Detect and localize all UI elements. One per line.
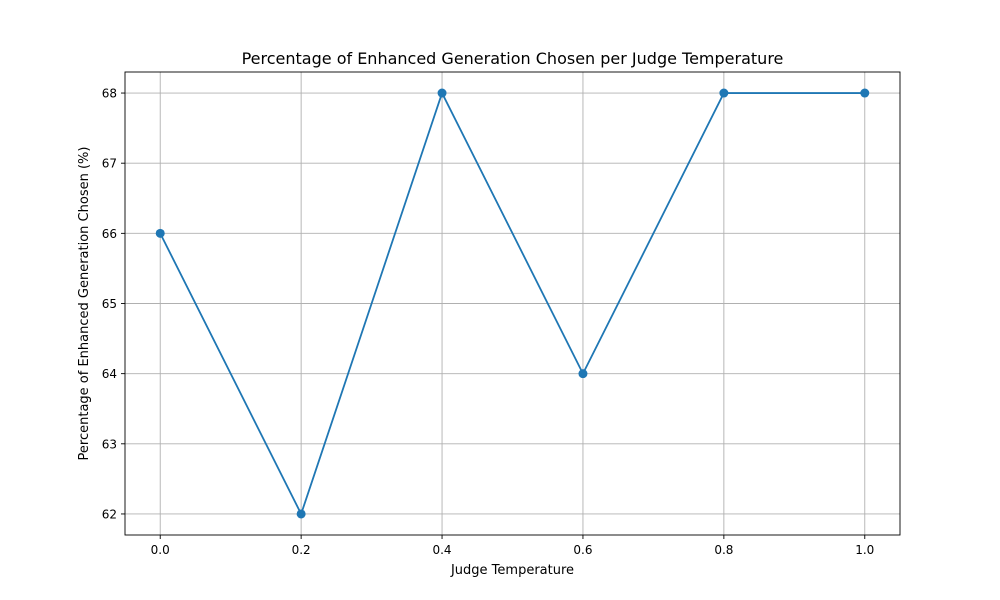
y-tick-label: 67 [102, 157, 117, 171]
x-tick-label: 0.2 [292, 543, 311, 557]
y-tick-label: 66 [102, 227, 117, 241]
plot-area-frame [124, 71, 901, 536]
data-point-marker [719, 88, 729, 98]
data-point-marker [860, 88, 870, 98]
data-point-marker [296, 509, 306, 519]
y-tick-label: 63 [102, 437, 117, 451]
data-point-marker [437, 88, 447, 98]
x-tick-label: 0.0 [151, 543, 170, 557]
axis-ticks: 0.0 0.2 0.4 0.6 0.8 1.0 62 63 64 65 66 67 68 [102, 87, 875, 557]
series-line [159, 92, 866, 515]
y-axis-label: Percentage of Enhanced Generation Chosen… [77, 147, 92, 461]
x-tick-label: 0.4 [432, 543, 451, 557]
y-tick-label: 64 [102, 367, 117, 381]
x-axis-label: Judge Temperature [450, 563, 574, 578]
data-point-marker [578, 369, 588, 379]
x-tick-label: 0.6 [573, 543, 592, 557]
y-tick-label: 68 [102, 87, 117, 101]
x-tick-label: 0.8 [714, 543, 733, 557]
x-tick-label: 1.0 [855, 543, 874, 557]
y-tick-label: 65 [102, 297, 117, 311]
series-layer [155, 88, 870, 519]
y-tick-label: 62 [102, 507, 117, 521]
data-point-marker [155, 228, 165, 238]
chart-title: Percentage of Enhanced Generation Chosen… [242, 49, 784, 68]
